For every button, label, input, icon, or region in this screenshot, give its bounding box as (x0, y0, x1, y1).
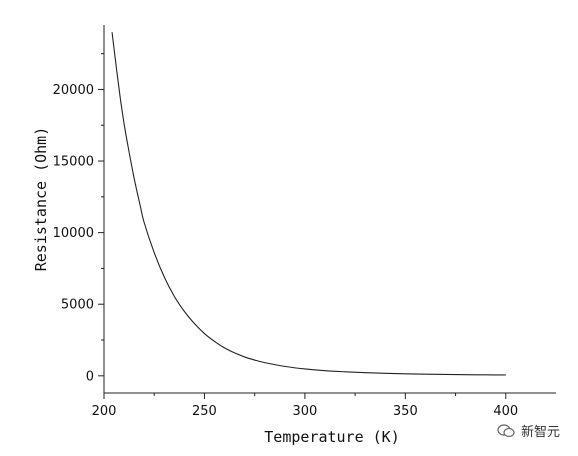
watermark: 新智元 (497, 421, 560, 440)
series-line (111, 32, 506, 376)
y-tick-label: 0 (86, 369, 94, 384)
x-tick-label: 300 (292, 404, 317, 419)
wechat-icon (497, 423, 515, 437)
x-tick-label: 350 (393, 404, 418, 419)
axis-ticks: 200 250 300 350 400 0 5000 10000 15000 20000 (53, 53, 518, 419)
x-tick-label: 200 (92, 404, 117, 419)
x-tick-label: 250 (192, 404, 217, 419)
watermark-text: 新智元 (520, 425, 560, 440)
y-tick-label: 5000 (61, 298, 94, 313)
x-tick-label: 400 (493, 404, 518, 419)
y-tick-label: 20000 (53, 83, 94, 98)
x-axis-title: Temperature (K) (264, 428, 399, 446)
y-axis-title: Resistance (Ohm) (32, 127, 50, 272)
y-tick-label: 15000 (53, 155, 94, 170)
axes (103, 25, 556, 394)
y-tick-label: 10000 (53, 226, 94, 241)
